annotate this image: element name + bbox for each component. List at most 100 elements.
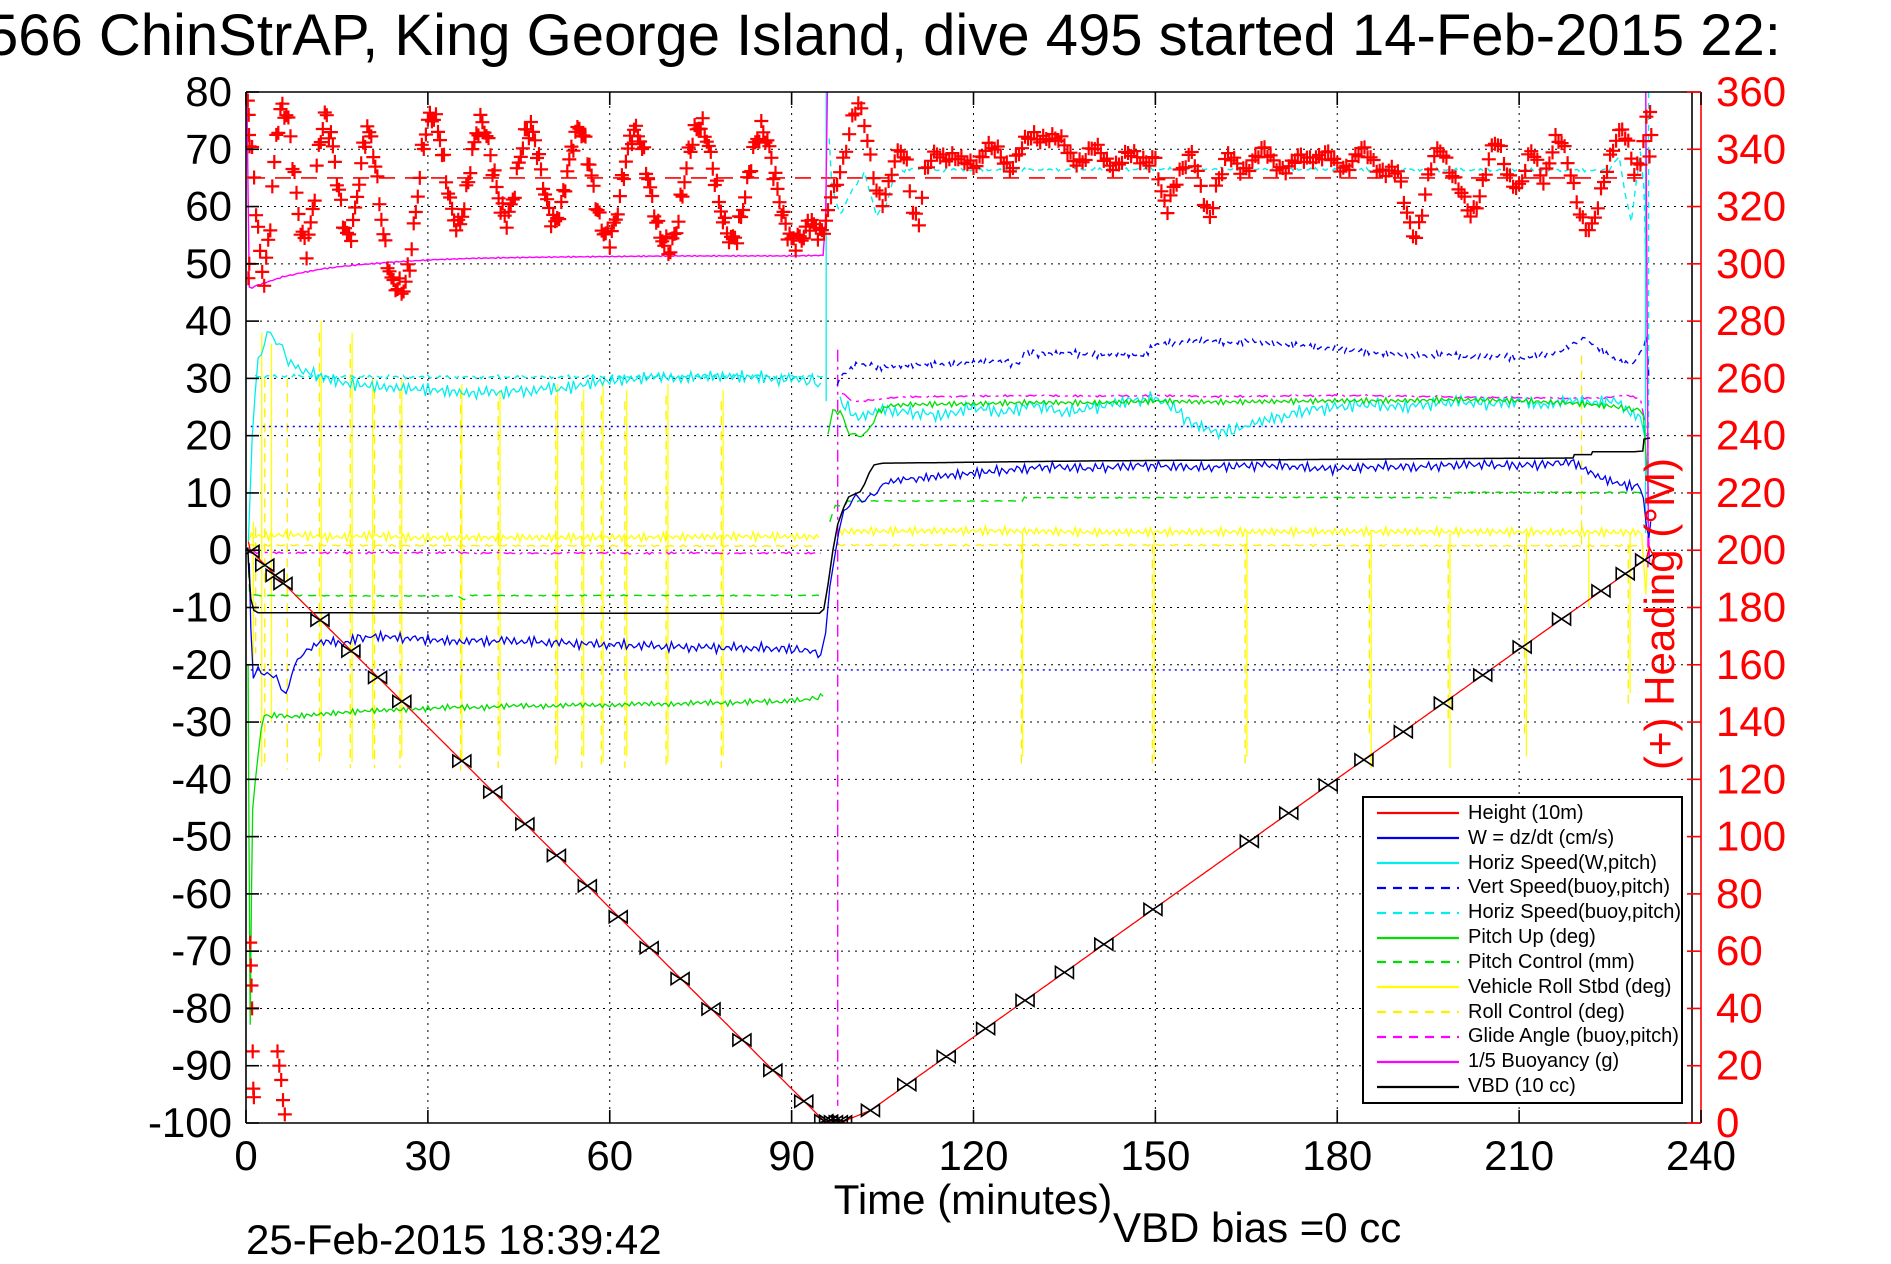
- left-tick-label: -60: [171, 870, 232, 917]
- left-tick-label: -70: [171, 927, 232, 974]
- legend-entry: Horiz Speed(W,pitch): [1364, 851, 1681, 875]
- right-tick-label: 0: [1716, 1099, 1739, 1146]
- right-tick-label: 40: [1716, 984, 1763, 1031]
- legend-entry-label: Pitch Control (mm): [1468, 950, 1635, 973]
- series-horiz-speed-w: [839, 391, 1646, 441]
- legend-entry: W = dz/dt (cm/s): [1364, 826, 1681, 850]
- legend-line-swatch: [1377, 829, 1459, 847]
- legend-line-swatch: [1377, 879, 1459, 897]
- legend-entry: Pitch Up (deg): [1364, 926, 1681, 950]
- left-tick-label: -30: [171, 698, 232, 745]
- legend-entry-label: Horiz Speed(W,pitch): [1468, 851, 1657, 874]
- series-roll: [248, 529, 820, 545]
- vbd-bias-note: VBD bias =0 cc: [1113, 1204, 1402, 1251]
- height-bowtie-markers: [246, 543, 1655, 1123]
- legend-entry: Vehicle Roll Stbd (deg): [1364, 975, 1681, 999]
- legend-entry-label: Vehicle Roll Stbd (deg): [1468, 975, 1672, 998]
- left-tick-label: 70: [185, 125, 232, 172]
- legend-entry-label: Pitch Up (deg): [1468, 926, 1596, 949]
- right-tick-label: 140: [1716, 698, 1786, 745]
- x-tick-label: 30: [405, 1132, 452, 1179]
- left-tick-label: -20: [171, 641, 232, 688]
- right-tick-label: 100: [1716, 813, 1786, 860]
- legend-entry: Pitch Control (mm): [1364, 950, 1681, 974]
- left-tick-label: 10: [185, 469, 232, 516]
- left-tick-label: -90: [171, 1042, 232, 1089]
- left-tick-label: 60: [185, 183, 232, 230]
- left-tick-label: 80: [185, 68, 232, 115]
- legend-entry: VBD (10 cc): [1364, 1075, 1681, 1099]
- x-tick-label: 90: [768, 1132, 815, 1179]
- right-tick-label: 180: [1716, 584, 1786, 631]
- series-roll-control: [836, 543, 1644, 548]
- series-w-dzdt: [248, 457, 1652, 695]
- right-tick-label: 80: [1716, 870, 1763, 917]
- legend-line-swatch: [1377, 1053, 1459, 1071]
- x-tick-label: 120: [938, 1132, 1008, 1179]
- legend-line-swatch: [1377, 1003, 1459, 1021]
- right-axis-label: (+) Heading (°M): [1636, 457, 1683, 771]
- left-tick-label: 40: [185, 297, 232, 344]
- legend-entry: Height (10m): [1364, 801, 1681, 825]
- right-tick-label: 340: [1716, 125, 1786, 172]
- legend-entry: Glide Angle (buoy,pitch): [1364, 1025, 1681, 1049]
- legend-line-swatch: [1377, 1078, 1459, 1096]
- series-glide-angle: [249, 550, 821, 556]
- legend-line-swatch: [1377, 953, 1459, 971]
- x-tick-label: 240: [1666, 1132, 1736, 1179]
- series-vert-speed-buoy-climb: [836, 335, 1650, 386]
- series-horiz-speed-w: [247, 331, 822, 542]
- legend-entry: Roll Control (deg): [1364, 1000, 1681, 1024]
- legend-entry: Horiz Speed(buoy,pitch): [1364, 901, 1681, 925]
- right-tick-label: 320: [1716, 183, 1786, 230]
- series-roll-control: [248, 543, 820, 548]
- left-tick-label: -40: [171, 755, 232, 802]
- legend-entry-label: Horiz Speed(buoy,pitch): [1468, 901, 1682, 924]
- left-tick-label: -80: [171, 984, 232, 1031]
- x-axis-label: Time (minutes): [833, 1176, 1113, 1223]
- legend-entry: 1/5 Buoyancy (g): [1364, 1050, 1681, 1074]
- axes: [245, 91, 1702, 1124]
- heading-plus-markers: [246, 93, 1659, 1122]
- legend-entry-label: Glide Angle (buoy,pitch): [1468, 1025, 1679, 1048]
- x-tick-label: 0: [234, 1132, 257, 1179]
- right-tick-label: 60: [1716, 927, 1763, 974]
- series-roll: [836, 523, 1641, 540]
- left-tick-label: -100: [148, 1099, 232, 1146]
- figure-title: 566 ChinStrAP, King George Island, dive …: [0, 3, 1781, 68]
- legend-entry: Vert Speed(buoy,pitch): [1364, 876, 1681, 900]
- legend-line-swatch: [1377, 978, 1459, 996]
- right-tick-label: 160: [1716, 641, 1786, 688]
- right-tick-label: 200: [1716, 526, 1786, 573]
- series-pitch-up: [827, 395, 1649, 493]
- legend-entry-label: Vert Speed(buoy,pitch): [1468, 876, 1670, 899]
- series-pitch-control: [829, 491, 1645, 523]
- legend-entry-label: VBD (10 cc): [1468, 1075, 1576, 1098]
- legend-line-swatch: [1377, 804, 1459, 822]
- series-vbd: [247, 437, 1651, 614]
- legend-box: Height (10m) W = dz/dt (cm/s) Horiz Speed(…: [1362, 796, 1683, 1104]
- legend-line-swatch: [1377, 854, 1459, 872]
- right-tick-label: 120: [1716, 755, 1786, 802]
- right-tick-label: 240: [1716, 412, 1786, 459]
- series-pitch-control: [247, 555, 820, 601]
- series-buoyancy: [246, 92, 829, 290]
- right-tick-label: 20: [1716, 1042, 1763, 1089]
- left-tick-label: 50: [185, 240, 232, 287]
- left-tick-label: 0: [209, 526, 232, 573]
- legend-entry-label: Height (10m): [1468, 801, 1584, 824]
- right-tick-label: 260: [1716, 354, 1786, 401]
- series-layer: [246, 92, 1659, 1123]
- right-tick-label: 280: [1716, 297, 1786, 344]
- legend-entry-label: 1/5 Buoyancy (g): [1468, 1050, 1620, 1073]
- left-tick-label: 20: [185, 412, 232, 459]
- legend-entry-label: W = dz/dt (cm/s): [1468, 826, 1615, 849]
- right-tick-label: 360: [1716, 68, 1786, 115]
- left-tick-label: -50: [171, 813, 232, 860]
- x-tick-label: 60: [586, 1132, 633, 1179]
- series-buoyancy: [1645, 92, 1651, 562]
- x-tick-label: 210: [1484, 1132, 1554, 1179]
- legend-line-swatch: [1377, 929, 1459, 947]
